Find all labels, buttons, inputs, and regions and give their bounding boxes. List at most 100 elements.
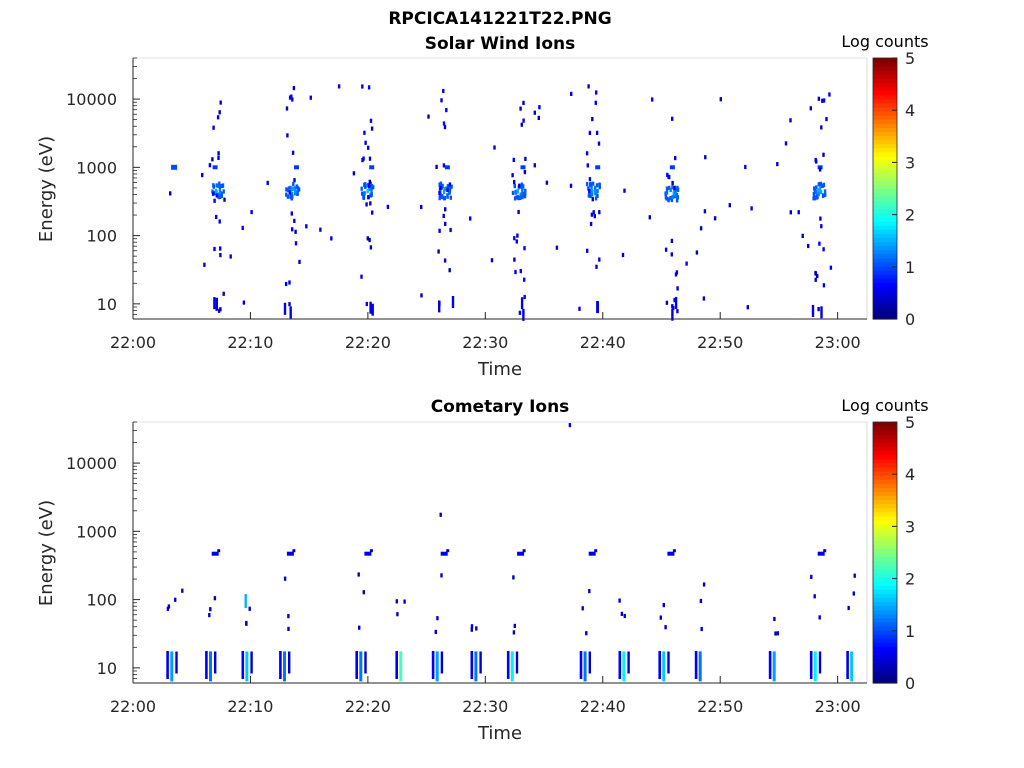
data-cell [443,187,446,192]
data-cell [222,291,225,296]
data-cell [403,599,406,604]
colorbar-segment [873,90,897,96]
colorbar-segment [873,446,897,452]
colorbar-segment [873,479,897,484]
data-cell [598,257,601,262]
colorbar-segment [873,483,897,488]
data-cell [290,211,293,216]
data-cell [283,576,287,581]
data-cell [594,100,597,105]
data-cell [363,182,366,187]
colorbar-segment [873,625,897,631]
data-cell [213,297,216,310]
data-cell [420,204,423,210]
colorbar-segment [873,650,897,656]
colorbar-segment [873,62,897,67]
data-cell [588,130,592,135]
data-cell [368,187,371,192]
data-cell [451,296,455,308]
data-cell [522,100,525,105]
data-cell [216,115,220,120]
data-cell [588,551,596,556]
x-tick-label: 22:30 [462,333,508,352]
data-cell [357,572,360,577]
data-cell [815,159,818,164]
data-cell [212,191,215,196]
data-cell [518,310,522,315]
data-cell [209,651,212,682]
data-cell [439,181,443,186]
colorbar-segment [873,646,897,651]
colorbar-segment [873,221,897,226]
data-cell [294,229,297,234]
colorbar-segment [873,74,897,79]
data-cell [474,651,478,682]
data-cell [436,616,439,621]
data-cell [819,181,822,186]
data-cell [519,106,522,111]
colorbar-segment [873,115,897,120]
colorbar-segment [873,225,897,230]
data-cell [286,194,290,199]
y-tick-label: 100 [86,591,117,610]
data-cell [285,187,288,192]
data-cell [212,125,215,130]
data-cell [386,204,390,209]
data-cell [523,294,526,300]
colorbar-segment [873,82,897,88]
data-cell [515,651,519,674]
data-cell [395,651,398,679]
data-cell [695,250,699,255]
colorbar-segment [873,487,897,492]
data-cell [364,140,367,145]
data-cell [470,624,474,629]
data-cell [211,551,219,556]
colorbar-segment [873,184,897,190]
data-cell [665,186,669,191]
colorbar-segment [873,188,897,194]
data-cell [672,549,676,553]
colorbar-tick-label: 3 [905,153,915,172]
colorbar-segment [873,572,897,578]
data-cell [215,193,218,198]
data-cell [818,167,822,172]
data-cell [816,273,819,279]
colorbar-segment [873,503,897,509]
data-cell [593,185,597,190]
data-cell [847,605,850,611]
data-cell [296,191,299,196]
data-cell [431,651,435,679]
colorbar-segment [873,306,897,312]
data-cell [817,182,820,187]
colorbar-segment [873,139,897,145]
data-cell [250,210,253,215]
data-cell [438,228,441,233]
data-cell [442,121,446,126]
data-cell [217,195,220,200]
data-cell [520,297,524,310]
data-cell [245,651,249,682]
data-cell [370,184,374,189]
x-tick-label: 23:00 [815,333,861,352]
data-cell [591,192,594,197]
data-cell [676,195,679,200]
data-cell [519,269,522,274]
data-cell [773,616,776,622]
colorbar-segment [873,143,897,149]
colorbar-frame [872,57,898,320]
data-cell [676,286,679,291]
data-cell [651,97,654,102]
data-cell [208,613,211,618]
data-cell [440,98,443,103]
colorbar-segment [873,642,897,647]
colorbar-segment [873,528,897,533]
axes: 22:00 22:10 22:20 22:30 22:40 22:50 23:00 10 100… [66,57,868,352]
data-cell [623,613,626,619]
data-cell [266,180,269,185]
data-cell [671,195,674,200]
data-cell [295,184,299,189]
data-cell [174,597,177,602]
data-cell [583,651,587,682]
data-cell [367,183,371,188]
